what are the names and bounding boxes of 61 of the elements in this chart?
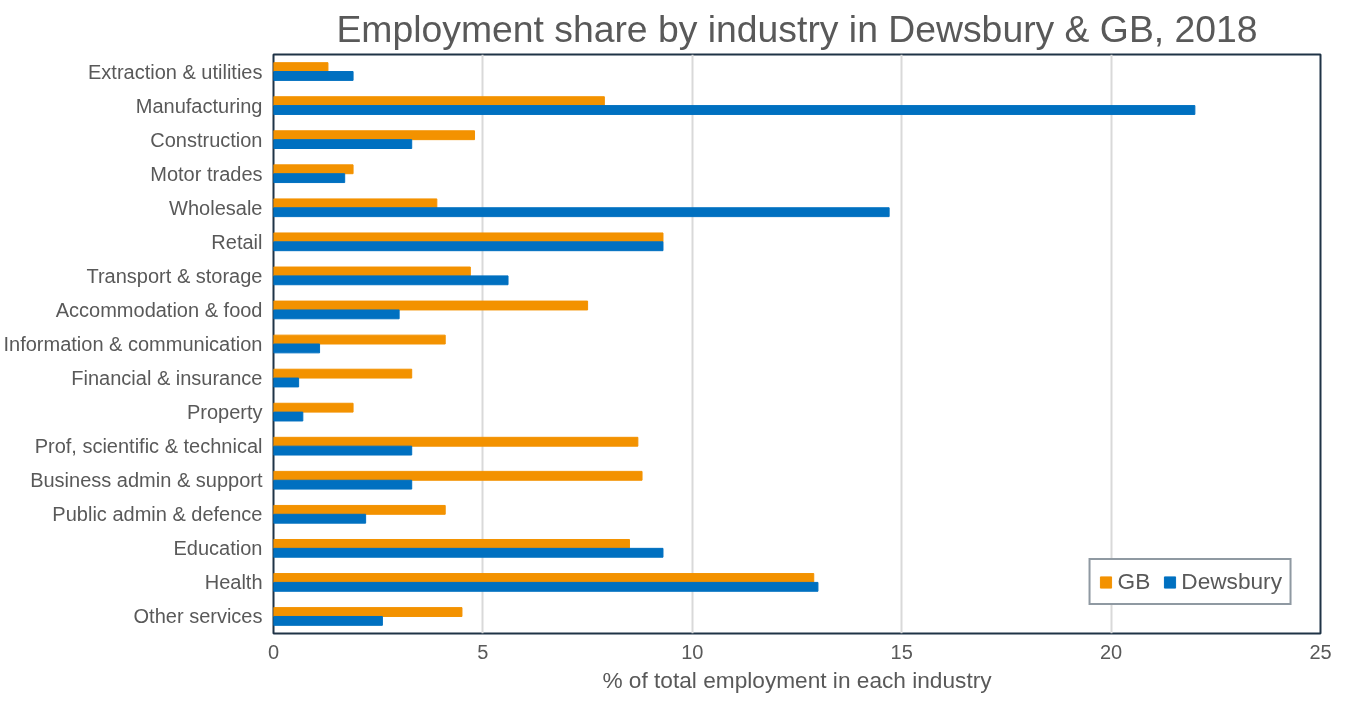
y-tick-label: Manufacturing — [135, 94, 263, 117]
bar — [273, 164, 354, 175]
x-tick-label: 5 — [477, 640, 489, 663]
bar — [273, 436, 639, 447]
y-tick-label: Other services — [133, 605, 263, 628]
bar — [273, 334, 446, 345]
y-tick-label: Accommodation & food — [55, 298, 263, 321]
y-tick-label: Education — [173, 537, 263, 560]
bar — [273, 105, 1196, 115]
x-tick-label: 10 — [681, 640, 704, 663]
bar — [273, 207, 890, 218]
bar — [273, 343, 321, 354]
bar — [273, 547, 664, 558]
bar — [273, 96, 605, 107]
bar — [273, 411, 304, 422]
y-tick-label: Transport & storage — [86, 264, 263, 287]
x-axis-title: % of total employment in each industry — [602, 666, 993, 693]
bar — [273, 266, 471, 277]
x-tick-label: 15 — [890, 640, 913, 663]
y-tick-label: Motor trades — [150, 162, 263, 185]
bar — [273, 368, 413, 379]
bar — [273, 402, 354, 413]
bar — [273, 198, 438, 209]
x-tick-label: 25 — [1309, 640, 1332, 663]
bar — [273, 139, 413, 149]
bar — [273, 573, 815, 583]
bar — [273, 607, 463, 617]
y-tick-label: Business admin & support — [30, 469, 263, 492]
y-tick-label: Retail — [211, 230, 263, 253]
bar — [273, 275, 509, 286]
x-tick-label: 20 — [1099, 640, 1123, 663]
bar — [273, 539, 630, 549]
bar — [273, 62, 329, 73]
bar — [273, 241, 664, 252]
bar — [273, 504, 446, 515]
bar — [273, 581, 819, 592]
bar — [273, 615, 383, 626]
y-tick-label: Financial & insurance — [71, 367, 263, 390]
chart-title: Employment share by industry in Dewsbury & GB, 2018 — [336, 7, 1258, 50]
bar — [273, 232, 664, 243]
x-tick-label: 0 — [267, 640, 280, 663]
bar — [273, 71, 354, 81]
bar — [273, 445, 413, 456]
bar — [273, 513, 367, 524]
bar — [273, 479, 413, 490]
y-tick-label: Wholesale — [169, 196, 263, 219]
bar — [273, 309, 400, 320]
bar — [273, 470, 643, 481]
y-tick-label: Public admin & defence — [52, 503, 263, 526]
bar — [273, 130, 476, 141]
y-tick-label: Prof, scientific & technical — [34, 435, 263, 458]
y-tick-label: Property — [186, 401, 263, 424]
y-tick-label: Health — [204, 571, 263, 594]
y-tick-label: Information & communication — [3, 333, 263, 355]
legend-label: GB — [1117, 568, 1151, 595]
y-tick-label: Construction — [150, 128, 263, 151]
bar — [273, 300, 589, 311]
bar — [273, 173, 346, 184]
y-tick-label: Extraction & utilities — [87, 60, 263, 83]
bar — [273, 377, 300, 388]
legend-label: Dewsbury — [1181, 568, 1282, 595]
